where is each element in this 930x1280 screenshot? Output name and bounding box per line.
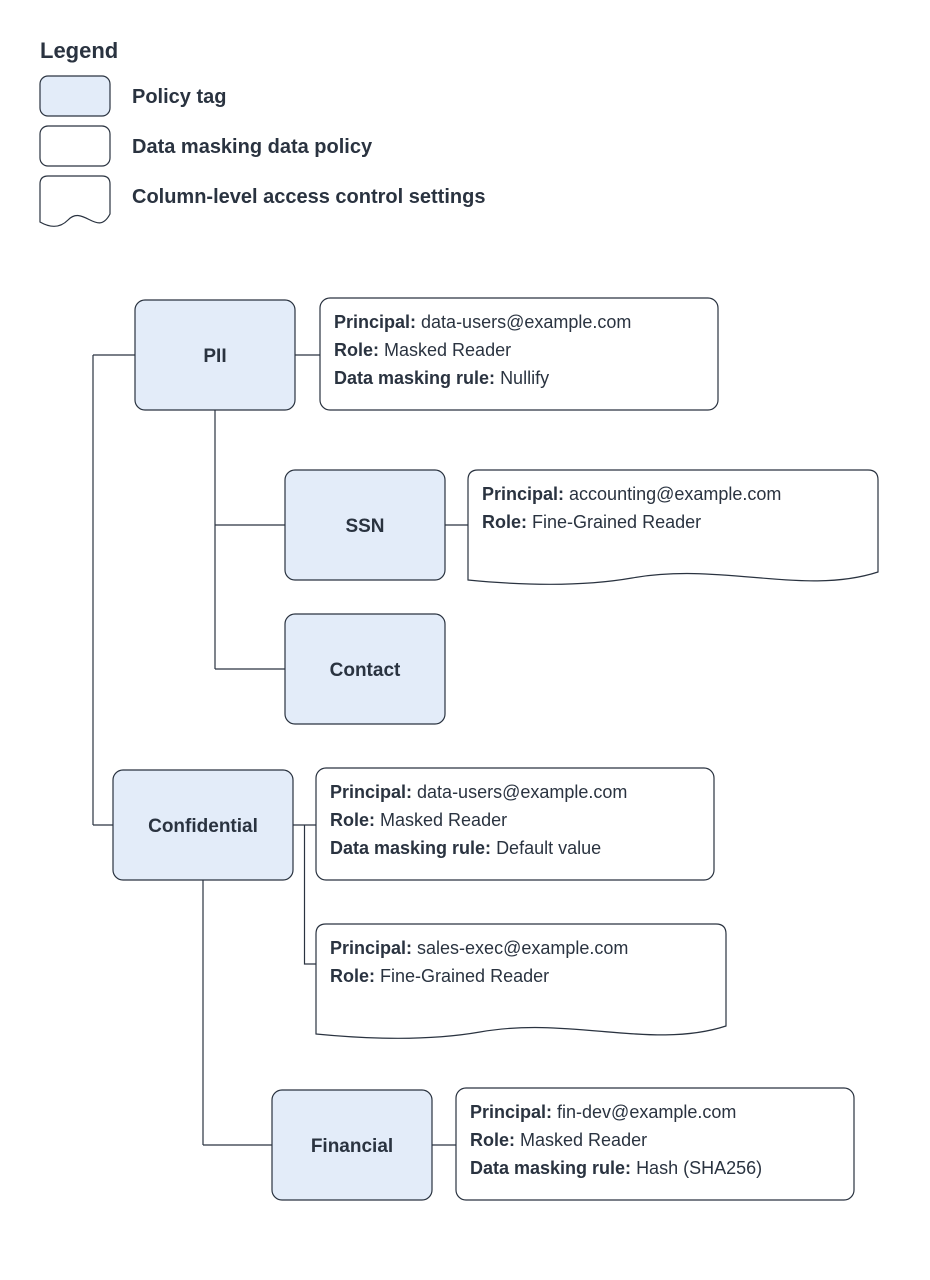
policy-tag-label: SSN xyxy=(345,516,384,537)
legend-title: Legend xyxy=(40,38,118,63)
svg-text:Principal: accounting@example.: Principal: accounting@example.com xyxy=(482,484,781,504)
legend-swatch-policy-tag xyxy=(40,76,110,116)
svg-text:Role: Masked Reader: Role: Masked Reader xyxy=(470,1130,647,1150)
svg-text:Principal: sales-exec@example.: Principal: sales-exec@example.com xyxy=(330,938,628,958)
svg-text:Data masking rule: Nullify: Data masking rule: Nullify xyxy=(334,368,549,388)
legend-label: Column-level access control settings xyxy=(132,186,485,208)
svg-text:Data masking rule: Hash (SHA25: Data masking rule: Hash (SHA256) xyxy=(470,1158,762,1178)
legend-label: Data masking data policy xyxy=(132,136,373,158)
svg-text:Role: Masked Reader: Role: Masked Reader xyxy=(334,340,511,360)
policy-tag-label: Confidential xyxy=(148,816,258,837)
diagram-canvas: Legend Policy tag Data masking data policy… xyxy=(0,0,930,1280)
legend-label: Policy tag xyxy=(132,86,226,108)
svg-text:Principal: data-users@example.: Principal: data-users@example.com xyxy=(330,782,627,802)
legend-swatch-masking xyxy=(40,126,110,166)
svg-text:Role: Masked Reader: Role: Masked Reader xyxy=(330,810,507,830)
svg-text:Role: Fine-Grained Reader: Role: Fine-Grained Reader xyxy=(330,966,549,986)
policy-tag-label: PII xyxy=(203,346,226,367)
legend-swatch-acl xyxy=(40,176,110,226)
svg-text:Principal: fin-dev@example.com: Principal: fin-dev@example.com xyxy=(470,1102,736,1122)
svg-text:Principal: data-users@example.: Principal: data-users@example.com xyxy=(334,312,631,332)
svg-text:Data masking rule: Default val: Data masking rule: Default value xyxy=(330,838,601,858)
svg-text:Role: Fine-Grained Reader: Role: Fine-Grained Reader xyxy=(482,512,701,532)
policy-tag-label: Contact xyxy=(330,660,401,681)
policy-tag-label: Financial xyxy=(311,1136,393,1157)
